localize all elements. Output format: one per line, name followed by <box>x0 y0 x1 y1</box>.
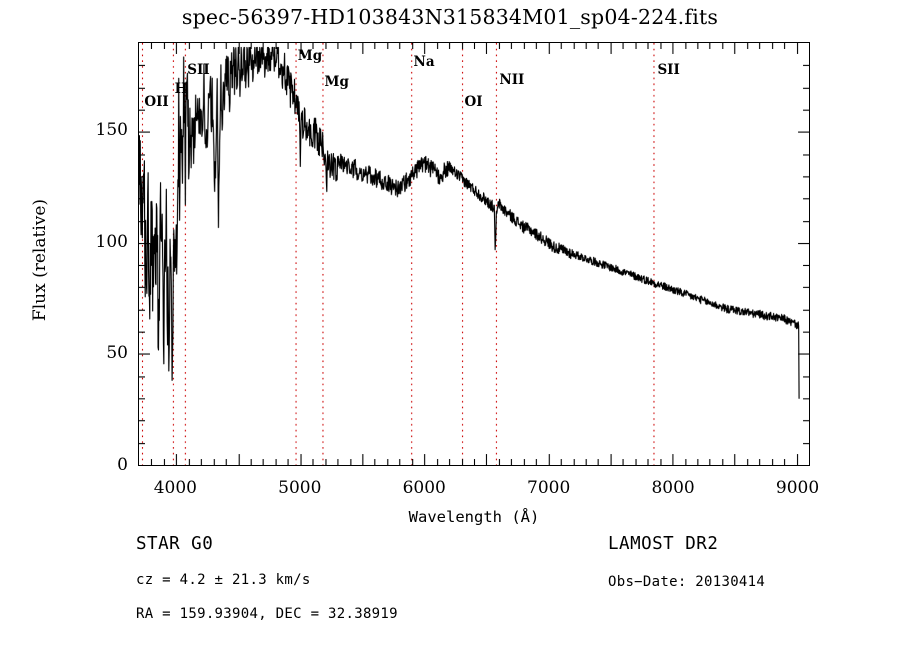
spectral-line-label: SII <box>187 62 210 78</box>
spectral-line-label: Mg <box>324 74 349 90</box>
plot-frame <box>138 42 810 466</box>
y-tick-label: 150 <box>95 120 128 141</box>
spectral-line-label: OI <box>464 94 483 110</box>
x-tick-label: 8000 <box>651 478 695 498</box>
page-title: spec-56397-HD103843N315834M01_sp04-224.f… <box>181 5 719 29</box>
spectral-line-label: SII <box>657 62 680 78</box>
y-tick-label: 0 <box>117 455 128 475</box>
spectral-line-label: Mg <box>297 48 323 64</box>
survey-label: LAMOST DR2 <box>608 534 719 554</box>
x-tick-label: 6000 <box>402 478 446 498</box>
object-type-label: STAR G0 <box>136 534 214 554</box>
x-tick-label: 7000 <box>527 478 571 498</box>
y-tick-label: 50 <box>106 343 128 364</box>
redshift-velocity-label: cz = 4.2 ± 21.3 km/s <box>136 572 311 588</box>
x-tick-label: 5000 <box>278 478 322 498</box>
x-tick-label: 9000 <box>775 478 820 498</box>
spectral-line-label: H <box>174 81 188 97</box>
spectral-line-label: NII <box>499 72 525 88</box>
x-axis-title: Wavelength (Å) <box>408 508 540 526</box>
obs-date-label: Obs−Date: 20130414 <box>608 574 766 590</box>
spectrum-canvas <box>139 43 809 465</box>
spectral-line-label: OII <box>144 94 169 110</box>
x-tick-label: 4000 <box>153 478 197 498</box>
coordinates-label: RA = 159.93904, DEC = 32.38919 <box>136 606 398 622</box>
y-tick-label: 100 <box>95 231 128 252</box>
y-axis-title: Flux (relative) <box>30 198 50 322</box>
spectral-line-label: Na <box>413 54 435 70</box>
